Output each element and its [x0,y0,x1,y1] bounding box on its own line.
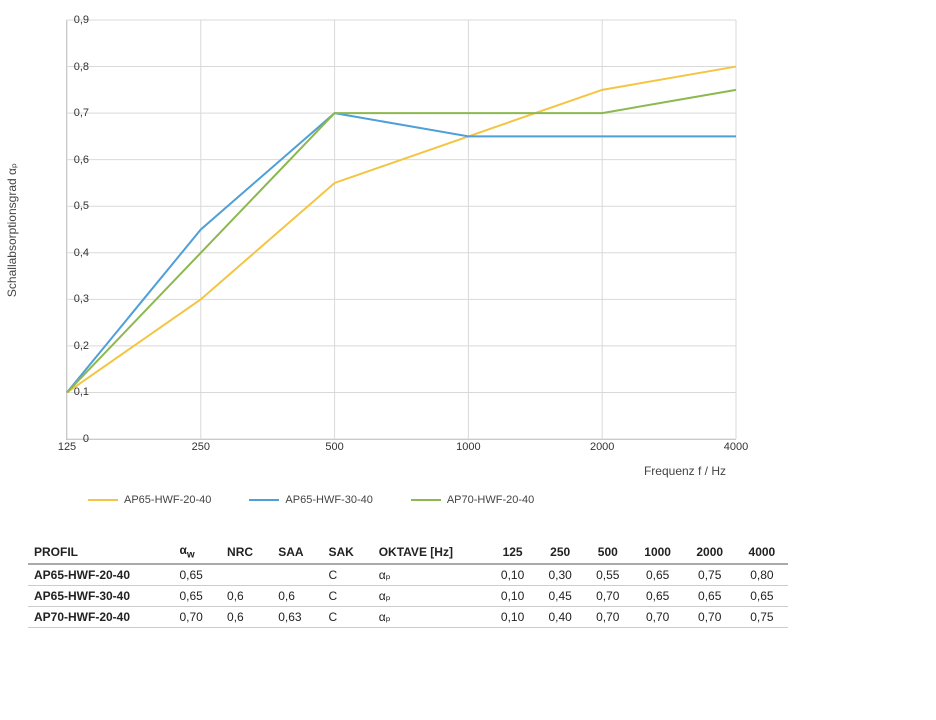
x-tick: 4000 [724,441,748,453]
cell-value: 0,10 [489,607,537,628]
y-tick: 0,6 [61,154,89,166]
legend-item: AP65-HWF-20-40 [88,494,211,506]
cell-value: 0,70 [684,607,736,628]
cell-nrc [221,564,272,586]
y-tick: 0,2 [61,340,89,352]
cell-profile: AP65-HWF-20-40 [28,564,173,586]
cell-saa [272,564,322,586]
x-tick: 250 [192,441,210,453]
cell-value: 0,65 [632,586,684,607]
cell-param: αₚ [373,607,489,628]
y-tick: 0,7 [61,107,89,119]
table-header: 500 [584,540,632,564]
cell-value: 0,70 [584,607,632,628]
x-tick: 500 [325,441,343,453]
cell-aw: 0,70 [173,607,221,628]
cell-value: 0,55 [584,564,632,586]
legend-item: AP70-HWF-20-40 [411,494,534,506]
cell-value: 0,70 [584,586,632,607]
cell-aw: 0,65 [173,586,221,607]
cell-value: 0,10 [489,564,537,586]
y-tick: 0,3 [61,293,89,305]
legend-item: AP65-HWF-30-40 [249,494,372,506]
plot-area: 00,10,20,30,40,50,60,70,80,9 12525050010… [66,20,736,440]
table-row: AP65-HWF-30-400,650,60,6Cαₚ0,100,450,700… [28,586,788,607]
table-header: 4000 [736,540,788,564]
cell-value: 0,30 [536,564,584,586]
cell-param: αₚ [373,564,489,586]
cell-value: 0,70 [632,607,684,628]
table-row: AP70-HWF-20-400,700,60,63Cαₚ0,100,400,70… [28,607,788,628]
cell-saa: 0,6 [272,586,322,607]
legend-swatch [249,499,279,501]
cell-sak: C [322,586,372,607]
table-header: PROFIL [28,540,173,564]
cell-nrc: 0,6 [221,607,272,628]
cell-value: 0,65 [684,586,736,607]
table-header: αw [173,540,221,564]
table-header: SAK [322,540,372,564]
y-tick: 0,9 [61,14,89,26]
absorption-chart: Schallabsorptionsgrad αₚ 00,10,20,30,40,… [36,20,736,440]
x-tick: 125 [58,441,76,453]
y-tick: 0,4 [61,247,89,259]
cell-param: αₚ [373,586,489,607]
x-tick: 2000 [590,441,614,453]
x-axis-label: Frequenz f / Hz [644,464,726,478]
y-tick: 0,1 [61,386,89,398]
table-header: 2000 [684,540,736,564]
cell-sak: C [322,607,372,628]
table-header: 125 [489,540,537,564]
cell-aw: 0,65 [173,564,221,586]
cell-value: 0,45 [536,586,584,607]
cell-value: 0,75 [736,607,788,628]
data-table: PROFILαwNRCSAASAKOKTAVE [Hz]125250500100… [28,540,788,628]
cell-value: 0,75 [684,564,736,586]
cell-profile: AP70-HWF-20-40 [28,607,173,628]
cell-value: 0,65 [632,564,684,586]
x-tick: 1000 [456,441,480,453]
cell-nrc: 0,6 [221,586,272,607]
cell-value: 0,10 [489,586,537,607]
cell-value: 0,80 [736,564,788,586]
table-header: 1000 [632,540,684,564]
table-row: AP65-HWF-20-400,65Cαₚ0,100,300,550,650,7… [28,564,788,586]
table-header: NRC [221,540,272,564]
cell-value: 0,40 [536,607,584,628]
cell-value: 0,65 [736,586,788,607]
legend-label: AP65-HWF-30-40 [285,494,372,506]
cell-profile: AP65-HWF-30-40 [28,586,173,607]
table-header: SAA [272,540,322,564]
legend-label: AP70-HWF-20-40 [447,494,534,506]
cell-sak: C [322,564,372,586]
chart-legend: AP65-HWF-20-40 AP65-HWF-30-40 AP70-HWF-20-… [88,494,916,506]
cell-saa: 0,63 [272,607,322,628]
legend-swatch [411,499,441,501]
table-header: 250 [536,540,584,564]
legend-swatch [88,499,118,501]
y-axis-label: Schallabsorptionsgrad αₚ [5,163,19,297]
y-tick: 0,5 [61,200,89,212]
legend-label: AP65-HWF-20-40 [124,494,211,506]
table-header: OKTAVE [Hz] [373,540,489,564]
y-tick: 0,8 [61,61,89,73]
